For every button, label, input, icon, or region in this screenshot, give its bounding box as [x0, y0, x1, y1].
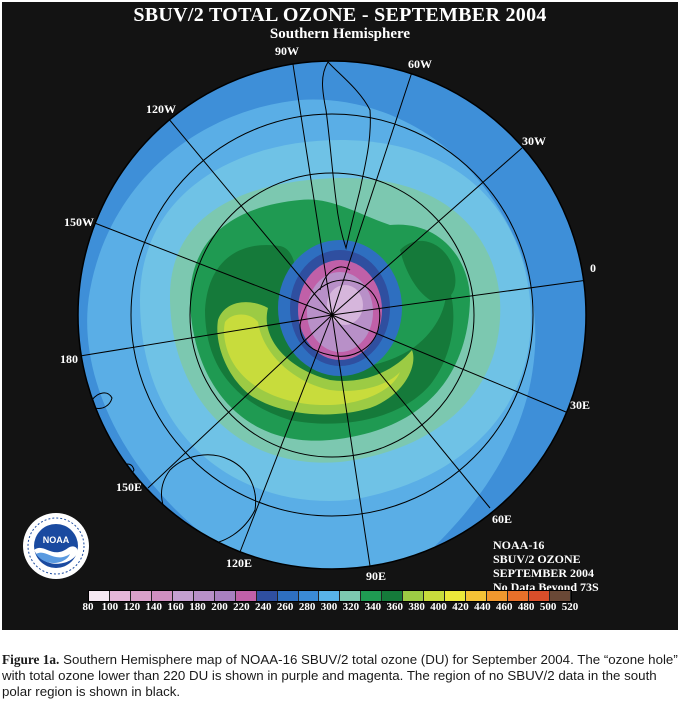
band-400 [224, 314, 400, 406]
legend-swatch [235, 591, 257, 601]
legend-tick-label: 240 [255, 601, 272, 613]
legend-swatch [214, 591, 236, 601]
legend-swatch [508, 591, 530, 601]
legend-swatch [340, 591, 362, 601]
color-legend-bar [88, 590, 572, 602]
legend-swatch [277, 591, 299, 601]
legend-tick-label: 420 [452, 601, 469, 613]
caption-label: Figure 1a. [2, 652, 60, 667]
legend-swatch [529, 591, 550, 601]
legend-tick-label: 380 [408, 601, 425, 613]
longitude-label-120w: 120W [146, 102, 176, 116]
legend-tick-label: 180 [189, 601, 206, 613]
legend-swatch [130, 591, 152, 601]
info-product: SBUV/2 OZONE [493, 552, 581, 566]
legend-swatch [172, 591, 194, 601]
legend-swatch [466, 591, 488, 601]
map-info-block: NOAA-16 SBUV/2 OZONE SEPTEMBER 2004 No D… [493, 538, 599, 594]
legend-tick-label: 360 [386, 601, 403, 613]
longitude-label-60w: 60W [408, 57, 432, 71]
longitude-label-0: 0 [590, 261, 596, 275]
longitude-label-30w: 30W [522, 134, 546, 148]
figure-caption: Figure 1a. Southern Hemisphere map of NO… [2, 652, 678, 700]
south-america-outline [322, 61, 371, 250]
australia-outline [161, 454, 257, 546]
noaa-logo: NOAA [23, 513, 89, 579]
legend-tick-label: 220 [233, 601, 250, 613]
legend-swatch [549, 591, 571, 601]
longitude-label-150w: 150W [64, 215, 94, 229]
caption-text: Southern Hemisphere map of NOAA-16 SBUV/… [2, 652, 678, 699]
legend-swatch [361, 591, 383, 601]
legend-swatch [256, 591, 278, 601]
legend-swatch [424, 591, 446, 601]
latitude-circle-60s [189, 172, 475, 458]
meridians [79, 61, 586, 567]
legend-swatch [382, 591, 404, 601]
legend-swatch [487, 591, 509, 601]
band-360-east [400, 240, 456, 302]
legend-tick-label: 280 [298, 601, 316, 613]
legend-tick-label: 260 [276, 601, 294, 613]
legend-tick-label: 320 [342, 601, 360, 613]
legend-tick-label: 80 [82, 601, 94, 613]
legend-tick-label: 300 [320, 601, 338, 613]
longitude-label-30e: 30E [570, 398, 591, 412]
legend-swatch [109, 591, 131, 601]
legend-tick-label: 120 [123, 601, 141, 613]
latitude-circle-40s [130, 113, 534, 517]
color-legend-ticks: 80 100 120 140 160 180 200 220 240 260 280 300 320 34… [76, 601, 586, 615]
legend-swatch [193, 591, 215, 601]
legend-tick-label: 440 [474, 601, 491, 613]
legend-tick-label: 100 [101, 601, 119, 613]
globe-border [77, 60, 587, 570]
legend-swatch [319, 591, 341, 601]
legend-tick-label: 500 [539, 601, 557, 613]
map-title: SBUV/2 TOTAL OZONE - SEPTEMBER 2004 [133, 4, 547, 26]
legend-tick-label: 340 [364, 601, 382, 613]
legend-tick-label: 140 [145, 601, 162, 613]
legend-swatch [151, 591, 173, 601]
info-satellite: NOAA-16 [493, 538, 545, 552]
legend-tick-label: 520 [561, 601, 579, 613]
longitude-label-90w: 90W [275, 44, 299, 58]
legend-swatch [89, 591, 110, 601]
legend-tick-label: 460 [496, 601, 513, 613]
longitude-label-90e: 90E [366, 569, 387, 583]
longitude-label-120e: 120E [226, 556, 253, 570]
legend-swatch [445, 591, 467, 601]
noaa-logo-text: NOAA [43, 535, 70, 545]
info-date: SEPTEMBER 2004 [493, 566, 595, 580]
legend-swatch [403, 591, 425, 601]
longitude-label-180: 180 [60, 352, 78, 366]
legend-tick-label: 400 [430, 601, 447, 613]
legend-tick-label: 160 [167, 601, 184, 613]
longitude-label-60e: 60E [492, 512, 513, 526]
legend-swatch [298, 591, 320, 601]
map-subtitle: Southern Hemisphere [269, 26, 411, 42]
legend-tick-label: 480 [517, 601, 535, 613]
longitude-label-150e: 150E [116, 480, 143, 494]
ozone-map [77, 60, 587, 570]
legend-tick-label: 200 [211, 601, 228, 613]
